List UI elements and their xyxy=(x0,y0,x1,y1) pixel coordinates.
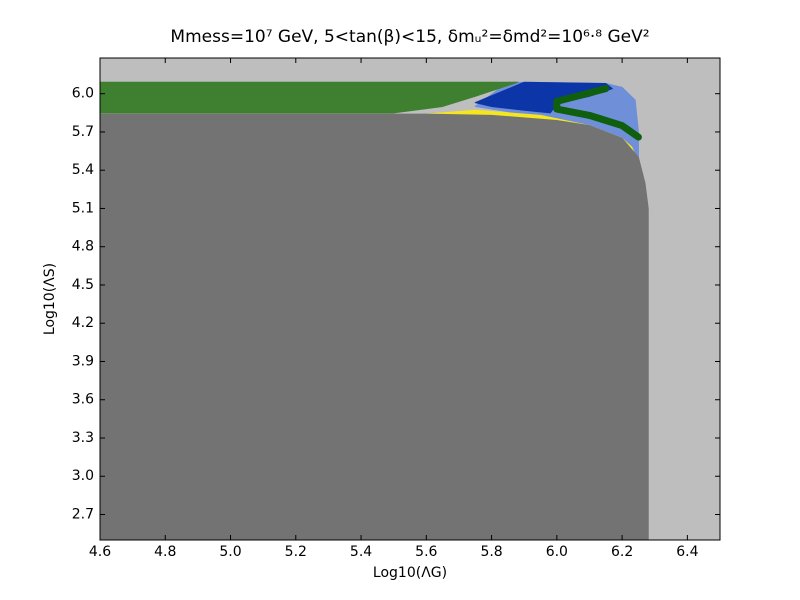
y-tick-label: 4.5 xyxy=(72,277,94,293)
x-tick-label: 4.6 xyxy=(89,544,111,560)
x-tick-label: 5.0 xyxy=(219,544,241,560)
x-tick-label: 6.0 xyxy=(546,544,568,560)
x-axis-label: Log10(ΛG) xyxy=(373,565,447,581)
y-tick-label: 5.4 xyxy=(72,162,94,178)
y-tick-label: 5.1 xyxy=(72,200,94,216)
x-tick-label: 4.8 xyxy=(154,544,176,560)
y-axis-label: Log10(ΛS) xyxy=(42,263,58,335)
y-tick-label: 3.3 xyxy=(72,430,94,446)
x-tick-label: 6.2 xyxy=(611,544,633,560)
x-tick-label: 6.4 xyxy=(676,544,698,560)
region xyxy=(99,113,649,541)
x-tick-label: 5.8 xyxy=(480,544,502,560)
y-tick-label: 3.0 xyxy=(72,468,94,484)
x-tick-label: 5.4 xyxy=(350,544,372,560)
y-tick-label: 4.8 xyxy=(72,239,94,255)
y-tick-label: 3.6 xyxy=(72,392,94,408)
y-tick-label: 3.9 xyxy=(72,353,94,369)
y-tick-label: 4.2 xyxy=(72,315,94,331)
y-tick-label: 5.7 xyxy=(72,124,94,140)
y-tick-label: 6.0 xyxy=(72,86,94,102)
boundary-line xyxy=(553,85,642,141)
chart-title: Mmess=10⁷ GeV, 5<tan(β)<15, δmᵤ²=δmd²=10… xyxy=(170,27,649,47)
plot-frame xyxy=(99,57,721,541)
y-tick-label: 2.7 xyxy=(72,506,94,522)
x-tick-label: 5.6 xyxy=(415,544,437,560)
x-tick-label: 5.2 xyxy=(285,544,307,560)
